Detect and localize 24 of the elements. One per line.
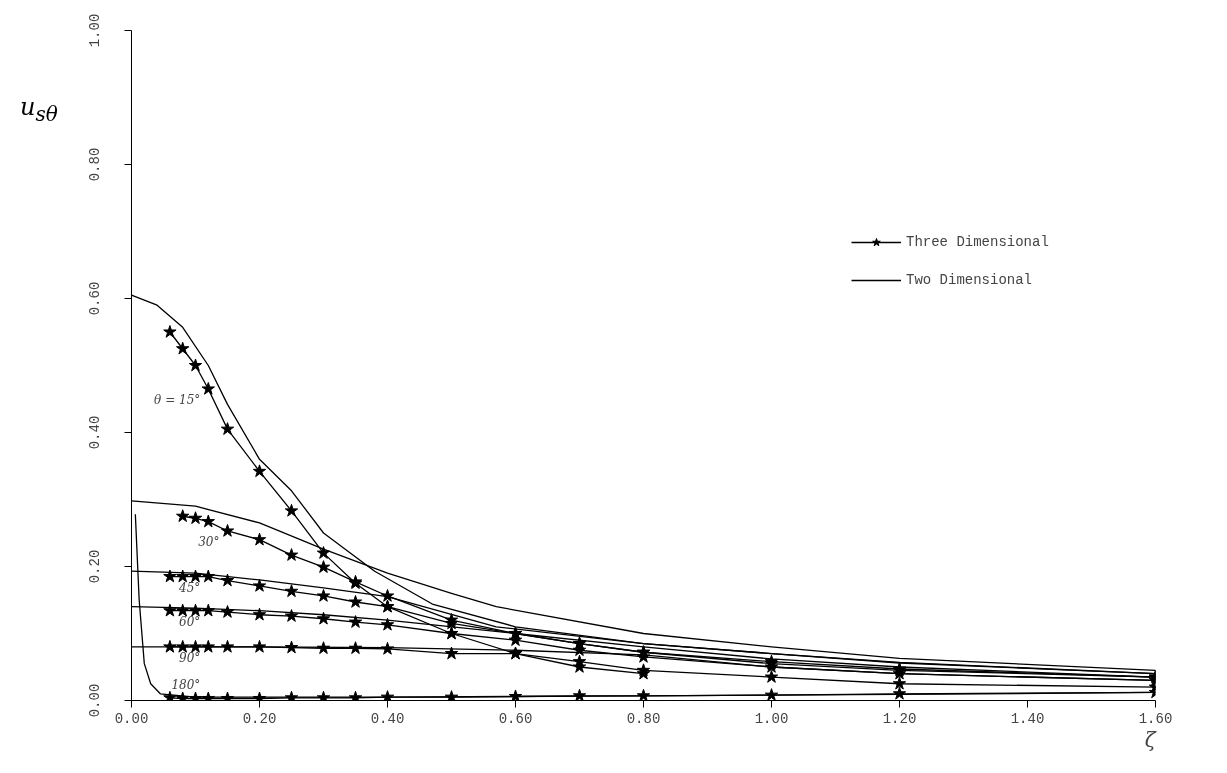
- annotation: 30°: [198, 534, 220, 549]
- y-tick-label: 0.60: [86, 281, 103, 316]
- x-tick-label: 1.40: [1010, 710, 1045, 727]
- annotation: 45°: [178, 580, 201, 595]
- y-tick-label: 0.40: [86, 415, 103, 450]
- annotation: 90°: [179, 650, 201, 665]
- y-tick-label: 0.20: [86, 549, 103, 584]
- x-tick-label: 0.80: [626, 710, 661, 727]
- x-tick-label: 0.60: [498, 710, 533, 727]
- x-tick-label: 0.40: [370, 710, 405, 727]
- y-tick-label: 0.80: [86, 147, 103, 182]
- x-tick-label: 1.00: [754, 710, 789, 727]
- legend-label: Two Dimensional: [906, 272, 1033, 288]
- x-tick-label: 0.20: [242, 710, 277, 727]
- legend-label: Three Dimensional: [906, 234, 1049, 250]
- annotation: 180°: [171, 678, 201, 693]
- x-tick-label: 1.60: [1138, 710, 1173, 727]
- x-tick-label: 0.00: [114, 710, 149, 727]
- x-tick-label: 1.20: [882, 710, 917, 727]
- annotation: 60°: [179, 614, 201, 629]
- annotation: θ = 15°: [154, 392, 201, 407]
- y-tick-label: 1.00: [86, 13, 103, 48]
- x-axis-title: ζ: [1144, 727, 1157, 752]
- y-axis-title: u$_{sθ}$: [20, 93, 58, 126]
